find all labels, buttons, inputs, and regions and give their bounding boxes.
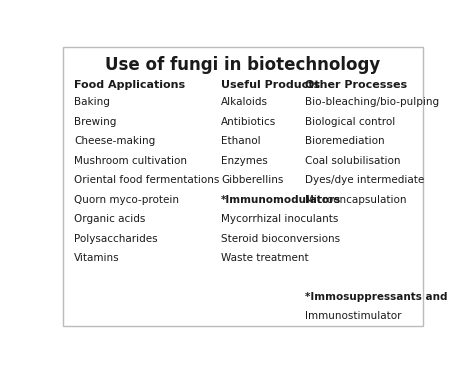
Text: Enzymes: Enzymes xyxy=(221,156,268,166)
Text: Dyes/dye intermediate: Dyes/dye intermediate xyxy=(305,175,425,185)
Text: Microencapsulation: Microencapsulation xyxy=(305,195,407,205)
Text: Food Applications: Food Applications xyxy=(74,80,185,90)
Text: Mushroom cultivation: Mushroom cultivation xyxy=(74,156,187,166)
Text: Ethanol: Ethanol xyxy=(221,136,261,146)
Text: Gibberellins: Gibberellins xyxy=(221,175,283,185)
Text: Oriental food fermentations: Oriental food fermentations xyxy=(74,175,219,185)
Text: Vitamins: Vitamins xyxy=(74,253,119,263)
Text: Use of fungi in biotechnology: Use of fungi in biotechnology xyxy=(105,56,381,74)
Text: Quorn myco-protein: Quorn myco-protein xyxy=(74,195,179,205)
Text: Immunostimulator: Immunostimulator xyxy=(305,311,402,321)
Text: Other Processes: Other Processes xyxy=(305,80,408,90)
FancyBboxPatch shape xyxy=(63,47,423,326)
Text: Polysaccharides: Polysaccharides xyxy=(74,234,157,244)
Text: *Immunomodulators: *Immunomodulators xyxy=(221,195,341,205)
Text: *Immosuppressants and: *Immosuppressants and xyxy=(305,292,448,302)
Text: Waste treatment: Waste treatment xyxy=(221,253,309,263)
Text: Mycorrhizal inoculants: Mycorrhizal inoculants xyxy=(221,214,338,224)
Text: Useful Products: Useful Products xyxy=(221,80,320,90)
Text: Baking: Baking xyxy=(74,97,110,107)
Text: Biological control: Biological control xyxy=(305,117,396,127)
Text: Brewing: Brewing xyxy=(74,117,116,127)
Text: Antibiotics: Antibiotics xyxy=(221,117,276,127)
Text: Alkaloids: Alkaloids xyxy=(221,97,268,107)
Text: Organic acids: Organic acids xyxy=(74,214,146,224)
Text: Bio-bleaching/bio-pulping: Bio-bleaching/bio-pulping xyxy=(305,97,439,107)
Text: Cheese-making: Cheese-making xyxy=(74,136,155,146)
Text: Steroid bioconversions: Steroid bioconversions xyxy=(221,234,340,244)
Text: Bioremediation: Bioremediation xyxy=(305,136,385,146)
Text: Coal solubilisation: Coal solubilisation xyxy=(305,156,401,166)
